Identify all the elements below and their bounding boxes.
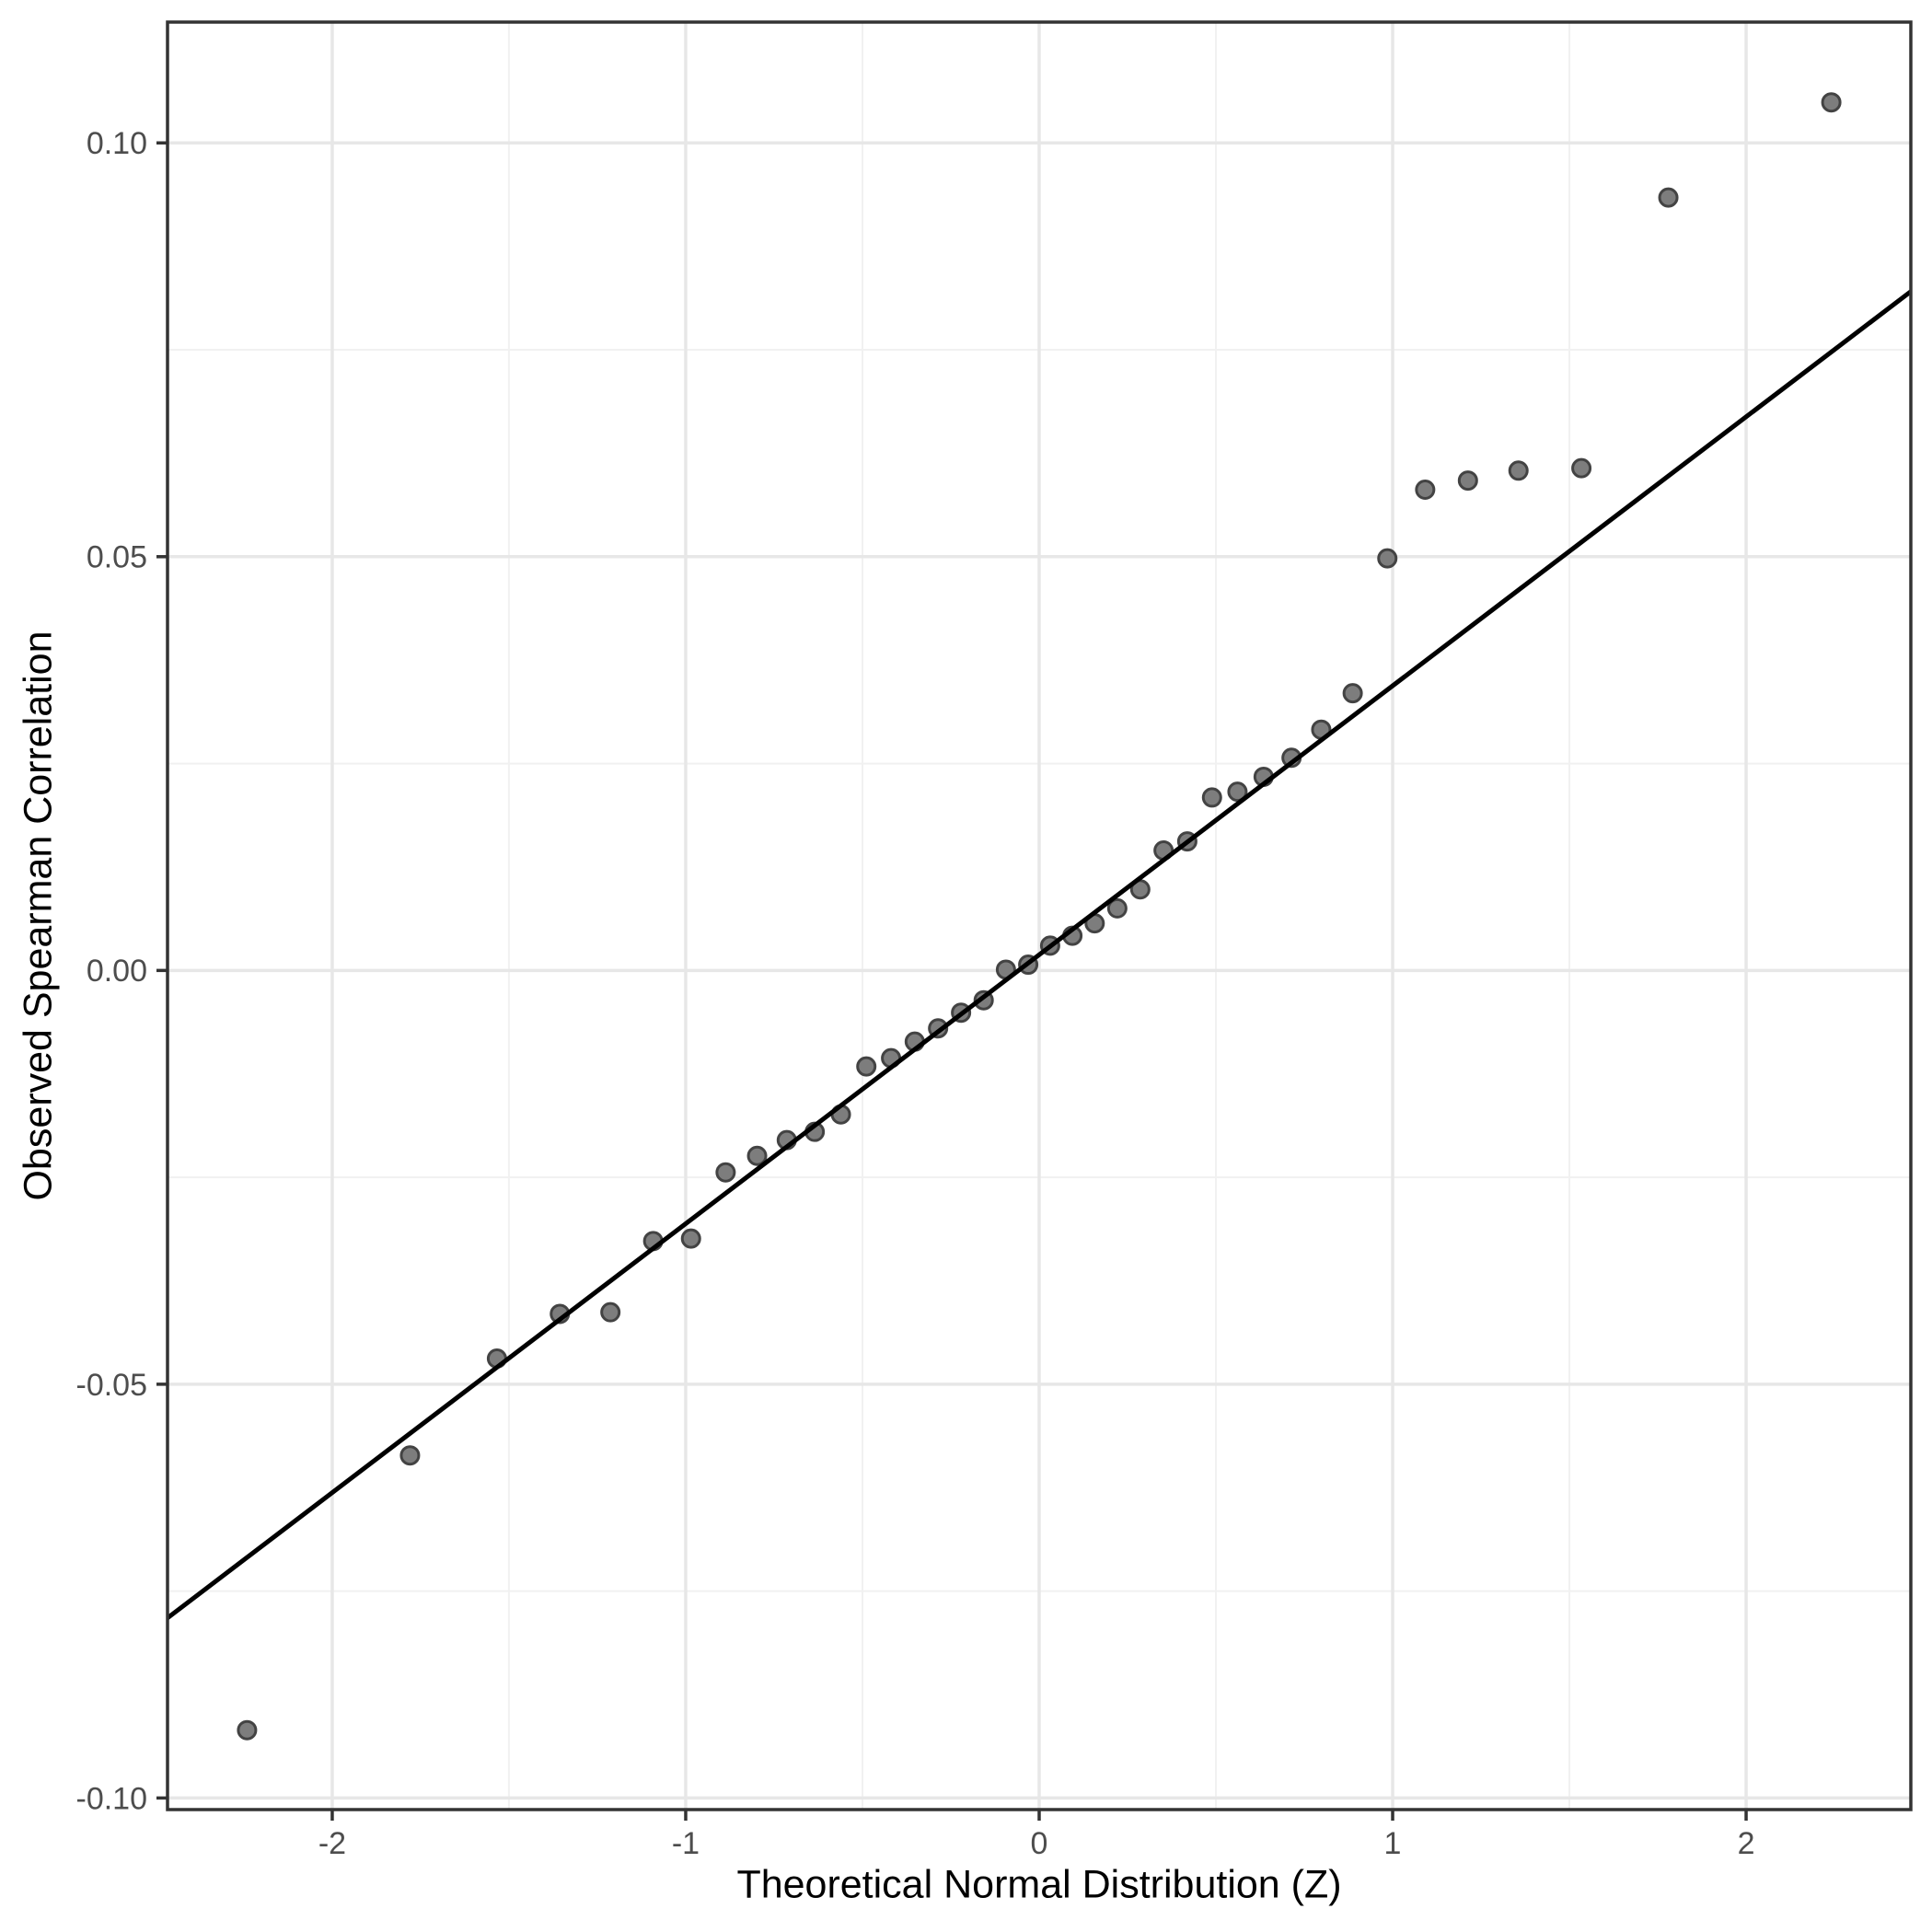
x-axis-tick-label: 0 bbox=[1031, 1826, 1048, 1861]
data-point bbox=[1821, 92, 1842, 113]
y-axis-title: Observed Spearman Correlation bbox=[16, 631, 61, 1201]
y-axis-tick-label: 0.00 bbox=[87, 954, 147, 989]
data-point bbox=[237, 1719, 258, 1741]
x-axis-tick-label: -1 bbox=[672, 1826, 700, 1861]
data-point bbox=[399, 1445, 421, 1466]
y-axis-tick-label: -0.05 bbox=[76, 1368, 148, 1403]
y-axis-tick-label: 0.10 bbox=[87, 126, 147, 161]
y-axis-tick-label: 0.05 bbox=[87, 540, 147, 575]
data-point bbox=[1227, 781, 1248, 803]
data-point bbox=[1201, 787, 1222, 808]
y-axis-tick-label: -0.10 bbox=[76, 1781, 148, 1816]
data-point bbox=[1415, 479, 1436, 500]
x-axis-tick-label: 2 bbox=[1738, 1826, 1755, 1861]
x-axis-tick-label: -2 bbox=[318, 1826, 346, 1861]
data-point bbox=[1457, 470, 1478, 492]
data-point bbox=[1508, 460, 1529, 481]
data-point bbox=[856, 1056, 877, 1077]
data-point bbox=[1377, 548, 1398, 569]
data-point bbox=[680, 1228, 701, 1249]
data-point bbox=[1658, 187, 1679, 208]
data-point bbox=[715, 1162, 736, 1183]
x-axis-title: Theoretical Normal Distribution (Z) bbox=[736, 1862, 1342, 1907]
data-point bbox=[1571, 457, 1592, 479]
data-point bbox=[746, 1145, 768, 1166]
qq-reference-line bbox=[166, 289, 1913, 1620]
data-point bbox=[1106, 897, 1128, 919]
x-axis-tick-label: 1 bbox=[1384, 1826, 1402, 1861]
data-point bbox=[600, 1301, 621, 1323]
data-point bbox=[1342, 683, 1363, 704]
